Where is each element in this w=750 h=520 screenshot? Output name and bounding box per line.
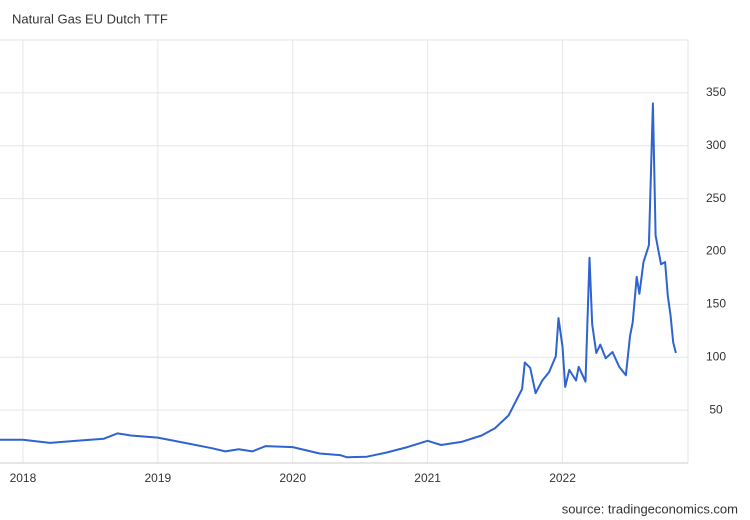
x-tick-label: 2022 bbox=[549, 471, 576, 485]
source: source: tradingeconomics.com bbox=[562, 501, 738, 516]
price-line bbox=[0, 102, 677, 459]
x-tick-label: 2020 bbox=[279, 471, 306, 485]
y-tick-label: 300 bbox=[706, 138, 726, 152]
y-tick-label: 250 bbox=[706, 191, 726, 205]
y-tick-label: 200 bbox=[706, 244, 726, 258]
x-tick-label: 2021 bbox=[414, 471, 441, 485]
y-tick-label: 50 bbox=[709, 402, 723, 416]
y-tick-label: 150 bbox=[706, 297, 726, 311]
chart-title: Natural Gas EU Dutch TTF bbox=[12, 11, 168, 26]
x-tick-label: 2018 bbox=[10, 471, 37, 485]
y-tick-label: 350 bbox=[706, 85, 726, 99]
x-tick-label: 2019 bbox=[144, 471, 171, 485]
y-tick-label: 100 bbox=[706, 349, 726, 363]
